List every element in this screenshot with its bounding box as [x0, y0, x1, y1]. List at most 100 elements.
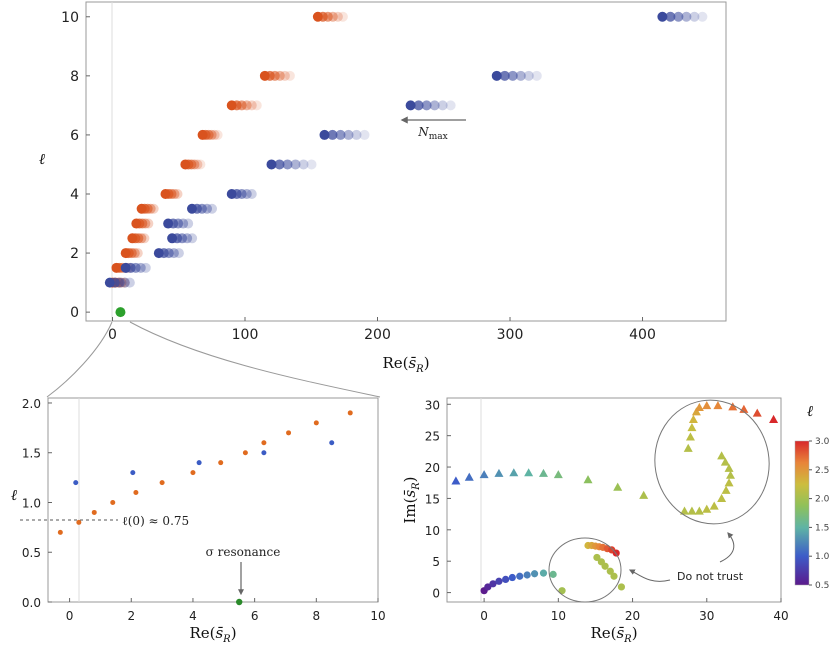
blue-point-trail	[282, 159, 293, 170]
orange-point-trail	[195, 159, 206, 170]
orange-point	[133, 490, 139, 496]
orange-point	[259, 70, 270, 81]
trajectory-triangle	[720, 457, 730, 466]
orange-point-trail	[212, 129, 223, 140]
trajectory-triangle	[717, 493, 727, 503]
trajectory-circle	[593, 553, 601, 562]
colorbar-tick-label: 0.5	[815, 581, 829, 591]
blue-point-trail	[124, 277, 135, 288]
trajectory-triangle	[724, 478, 734, 487]
trajectory-triangle	[694, 402, 704, 412]
x-tick-label: 0	[480, 609, 488, 623]
trajectory-triangle	[509, 468, 519, 477]
blue-point-trail	[515, 70, 526, 81]
x-tick-label: 10	[370, 609, 385, 623]
x-tick-label: 200	[364, 327, 391, 343]
zoom-plot-frame	[47, 397, 379, 603]
blue-point	[657, 11, 668, 22]
trajectory-triangle	[583, 475, 593, 484]
trajectory-circle	[484, 583, 492, 591]
x-tick-label: 0	[108, 327, 117, 343]
trajectory-circle	[617, 583, 626, 591]
intercept-label: ℓ(0) ≈ 0.75	[122, 514, 189, 528]
trajectory-triangle	[688, 414, 698, 423]
orange-point	[190, 470, 196, 476]
trajectory-triangle	[451, 476, 461, 485]
orange-point	[347, 410, 353, 416]
zoom-ylabel: ℓ	[11, 486, 17, 504]
orange-point-trail	[246, 100, 257, 111]
blue-point-trail	[689, 11, 700, 22]
orange-point	[131, 218, 142, 229]
orange-point-trail	[284, 70, 295, 81]
y-tick-label: 20	[425, 461, 440, 475]
trajectory-circle	[495, 577, 503, 585]
blue-point	[130, 470, 136, 476]
traj-ylabel: Im(s̄R)	[401, 476, 422, 523]
blue-point-trail	[665, 11, 676, 22]
blue-point-trail	[673, 11, 684, 22]
zoom-chart: 0 2 4 6 8 10 0.0 0.5 1.0 1.5 2.0 ℓ(0) ≈ 0.75 σ res…	[11, 397, 386, 645]
trajectory-circle	[606, 567, 614, 575]
trajectory-circle	[558, 587, 566, 595]
orange-point	[136, 203, 147, 214]
blue-point-trail	[507, 70, 518, 81]
main-xlabel: Re(s̄R)	[382, 354, 429, 375]
blue-point-trail	[173, 248, 184, 259]
trajectory-triangle	[713, 401, 723, 410]
trajectory-circle	[502, 575, 510, 584]
blue-point-trail	[499, 70, 510, 81]
y-tick-label: 6	[70, 128, 79, 144]
orange-point	[110, 499, 116, 505]
nmax-label: Nmax	[417, 125, 447, 142]
zoom-connector-right	[129, 321, 381, 398]
orange-point	[313, 420, 319, 426]
blue-point	[266, 159, 277, 170]
zoom-connector-left	[46, 321, 113, 398]
trajectory-circle	[549, 570, 557, 578]
blue-point	[405, 100, 416, 111]
orange-point	[226, 100, 237, 111]
orange-point	[242, 450, 248, 456]
trajectory-triangle	[691, 407, 701, 416]
orange-point	[261, 440, 267, 446]
trajectory-triangle	[717, 451, 727, 460]
x-tick-label: 30	[699, 609, 714, 623]
trajectory-triangle	[687, 506, 697, 515]
trajectory-triangle	[726, 470, 736, 479]
orange-point-trail	[332, 11, 343, 22]
trajectory-triangle	[683, 443, 693, 452]
x-tick-label: 4	[189, 609, 197, 623]
blue-point-trail	[359, 129, 370, 140]
blue-point	[261, 450, 267, 456]
blue-point	[104, 277, 115, 288]
trajectory-chart: 0 10 20 30 40 0 5 10 15 20 25 30 Do not trust Re(s̄…	[401, 397, 830, 645]
do-not-trust-arrow-left	[628, 569, 671, 582]
y-tick-label: 0	[70, 305, 79, 321]
blue-point-trail	[429, 100, 440, 111]
y-tick-label: 0.0	[22, 596, 41, 610]
blue-point-trail	[306, 159, 317, 170]
y-tick-label: 5	[432, 555, 440, 569]
trajectory-triangle	[769, 414, 779, 423]
blue-point	[163, 218, 174, 229]
y-tick-label: 1.0	[22, 496, 41, 510]
x-tick-label: 2	[127, 609, 135, 623]
large-untrusted-circle	[654, 399, 770, 525]
trajectory-triangle	[613, 482, 623, 491]
trajectory-triangle	[702, 504, 712, 513]
y-tick-label: 8	[70, 69, 79, 85]
y-tick-label: 10	[425, 524, 440, 538]
main-chart: 0 100 200 300 400 0 2 4 6 8 10 Re(s̄R) ℓ Nmax	[39, 1, 727, 375]
blue-point	[153, 248, 164, 259]
orange-point-trail	[279, 70, 290, 81]
y-tick-label: 2	[70, 246, 79, 262]
y-tick-label: 0.5	[22, 546, 41, 560]
blue-point-trail	[298, 159, 309, 170]
blue-point	[491, 70, 502, 81]
blue-point	[187, 203, 198, 214]
resonance-label: σ resonance	[206, 545, 281, 559]
blue-point	[226, 188, 237, 199]
trajectory-triangle	[685, 432, 695, 441]
orange-point	[76, 519, 82, 525]
